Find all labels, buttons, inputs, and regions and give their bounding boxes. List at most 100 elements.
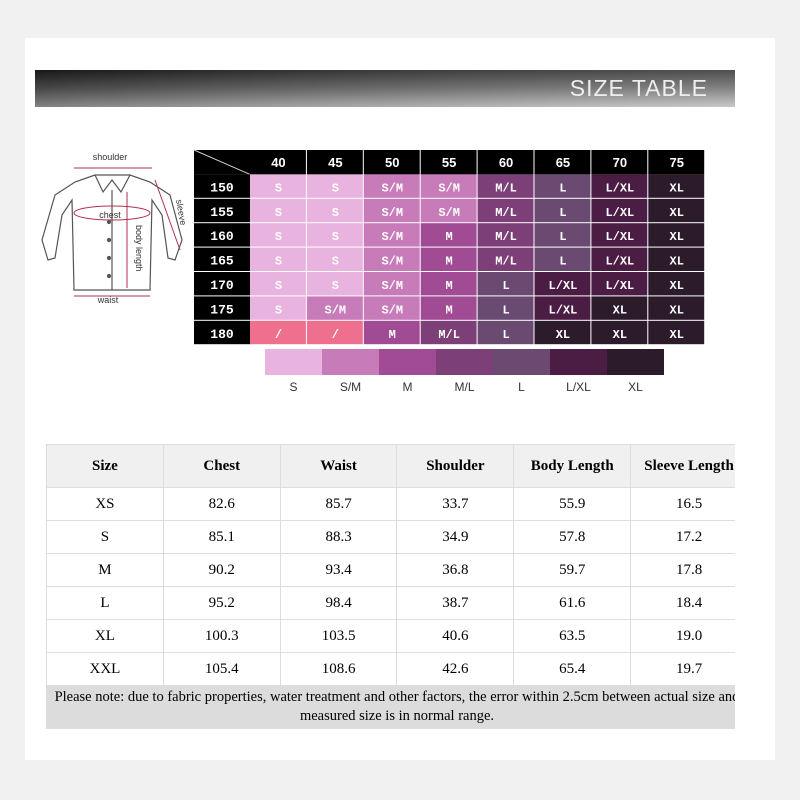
table-cell: S [46,520,164,554]
column-header-bg [477,150,534,175]
row-header-bg [194,272,250,296]
note: Please note: due to fabric properties, w… [46,685,735,729]
grid-cell-label: XL [670,279,684,293]
grid-cell-label: S [275,181,282,195]
grid-cell [534,296,591,320]
table-cell: 82.6 [162,487,281,521]
table-cell: XL [46,619,164,653]
table-cell: XXL [46,652,164,686]
table-row: XS 82.6 85.7 33.7 55.9 16.5 [46,487,735,521]
grid-cell [477,174,534,198]
grid-cell [250,223,306,247]
grid-cell [363,247,420,271]
grid-cell-label: / [332,328,339,342]
grid-cell-label: S [332,255,339,269]
grid-cell-label: S [275,230,282,244]
grid-cell-label: S [332,206,339,220]
row-header-bg [194,198,250,223]
legend-swatch [550,349,607,375]
table-cell: 42.6 [396,652,515,686]
grid-cell-label: L/XL [605,206,634,220]
grid-cell-label: S [275,303,282,317]
grid-cell [648,272,705,296]
grid-cell [420,198,477,223]
row-header: 150 [210,180,234,195]
table-row: XL 100.3 103.5 40.6 63.5 19.0 [46,619,735,653]
size-chart: SIZE TABLE shoulder chest sleeve body le… [35,70,735,394]
shirt [41,174,183,291]
grid-cell [306,247,363,271]
table-cell: 17.8 [630,553,735,587]
header-row: Size Chest Waist Shoulder Body Length Sleeve … [46,444,735,488]
grid-cell [591,223,648,247]
grid-cell-label: S [275,279,282,293]
grid-cell [648,223,705,247]
legend-label: S [289,380,297,394]
grid-cell-label: L/XL [605,230,634,244]
table-cell: 16.5 [630,487,735,521]
grid-cell [363,198,420,223]
column-header-bg [250,150,306,175]
grid-cell [534,223,591,247]
grid-cell-label: XL [670,328,684,342]
column-header: 55 [442,155,456,170]
grid-cell-label: S/M [438,206,460,220]
grid-cell [250,296,306,320]
grid-cell [648,198,705,223]
column-header: 45 [328,155,342,170]
table-cell: 63.5 [513,619,632,653]
grid-cell-label: S [275,255,282,269]
grid-cell-label: M/L [495,255,517,269]
legend-label: M [403,380,413,394]
column-header-bg [648,150,705,175]
grid-cell-label: M/L [495,181,517,195]
grid-cell [591,272,648,296]
table-row: L 95.2 98.4 38.7 61.6 18.4 [46,586,735,620]
grid-cell-label: S/M [325,303,347,317]
diagram-label: body length [134,225,144,272]
grid-cell [534,247,591,271]
row-header-bg [194,174,250,198]
grid-cell-label: M [389,328,396,342]
table-cell: 57.8 [513,520,632,554]
grid-cell [648,320,705,345]
column-header: Waist [279,444,398,488]
table-row: M 90.2 93.4 36.8 59.7 17.8 [46,553,735,587]
column-header: Shoulder [396,444,515,488]
grid-cell [477,247,534,271]
column-header: 70 [613,155,627,170]
grid-cell [363,223,420,247]
grid-cell [250,272,306,296]
row-header: 155 [210,205,234,220]
legend-swatch [607,349,664,375]
row-header: 175 [210,302,234,317]
legend-swatch [436,349,493,375]
grid-cell [250,247,306,271]
column-header: 40 [271,155,285,170]
grid-cell [420,296,477,320]
table-cell: 85.1 [162,520,281,554]
grid-cell [363,174,420,198]
grid-cell-label: S/M [381,279,403,293]
grid-cell [420,247,477,271]
legend-label: L [518,380,525,394]
table-cell: 103.5 [279,619,398,653]
grid-cell [363,320,420,345]
grid-cell [306,198,363,223]
column-header: Body Length [513,444,632,488]
diagram-label: sleeve [174,199,188,226]
table-cell: 40.6 [396,619,515,653]
header-title: SIZE TABLE [570,75,708,101]
grid-cell [250,320,306,345]
table-cell: 38.7 [396,586,515,620]
row-header-bg [194,223,250,247]
grid-cell [477,296,534,320]
column-header: 50 [385,155,399,170]
grid-cell-label: XL [613,303,627,317]
table-cell: 105.4 [162,652,281,686]
grid-cell [534,174,591,198]
row-header: 165 [210,254,234,269]
table-cell: 55.9 [513,487,632,521]
legend-label: M/L [454,380,474,394]
